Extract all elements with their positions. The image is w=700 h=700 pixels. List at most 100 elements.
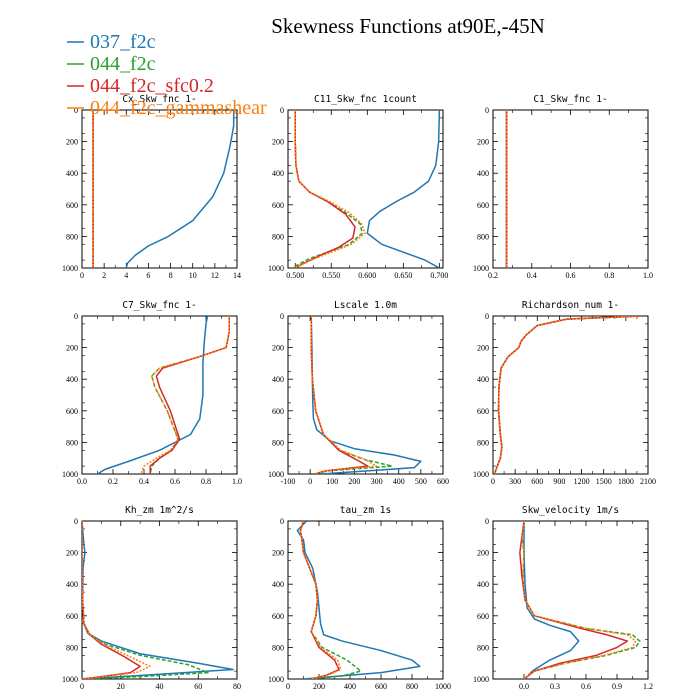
x-tick-label: 12 <box>211 271 219 280</box>
series-line-044-f2c-sfc0-2 <box>310 316 369 474</box>
y-tick-label: 600 <box>477 407 489 416</box>
x-tick-label: 0.0 <box>519 682 529 691</box>
series-group <box>293 110 441 268</box>
x-tick-label: 1500 <box>596 477 612 486</box>
x-tick-label: 0.2 <box>108 477 118 486</box>
x-tick-label: 300 <box>509 477 521 486</box>
series-line-044-f2c <box>521 521 641 679</box>
panel-title: C11_Skw_fnc 1count <box>314 94 417 105</box>
series-line-037-f2c <box>82 521 234 679</box>
series-line-044-f2c-gammashear <box>521 521 637 679</box>
x-tick-label: 1000 <box>435 682 451 691</box>
series-group <box>296 521 421 679</box>
series-line-044-f2c-sfc0-2 <box>519 521 629 679</box>
y-tick-label: 600 <box>272 201 284 210</box>
y-tick-label: 0 <box>74 106 78 115</box>
series-line-037-f2c <box>97 316 209 474</box>
y-tick-label: 400 <box>477 580 489 589</box>
series-line-044-f2c-gammashear <box>493 316 641 474</box>
y-tick-label: 400 <box>477 375 489 384</box>
y-tick-label: 0 <box>280 312 284 321</box>
x-tick-label: 0.650 <box>394 271 412 280</box>
x-tick-label: 80 <box>233 682 241 691</box>
legend-label: 037_f2c <box>90 31 156 53</box>
series-group <box>310 316 422 474</box>
y-tick-label: 200 <box>66 138 78 147</box>
y-tick-label: 200 <box>66 344 78 353</box>
x-tick-label: 300 <box>371 477 383 486</box>
series-line-044-f2c-sfc0-2 <box>294 110 356 268</box>
x-tick-label: -100 <box>281 477 296 486</box>
y-tick-label: 600 <box>272 612 284 621</box>
x-tick-label: 0 <box>491 477 495 486</box>
x-tick-label: 10 <box>189 271 197 280</box>
series-line-044-f2c <box>82 521 209 679</box>
plot-frame <box>492 109 649 269</box>
series-line-037-f2c <box>523 521 580 679</box>
x-tick-label: 800 <box>406 682 418 691</box>
y-tick-label: 600 <box>66 407 78 416</box>
series-line-044-f2c-sfc0-2 <box>149 316 230 474</box>
x-tick-label: 60 <box>194 682 202 691</box>
x-tick-label: 0 <box>286 682 290 691</box>
series-group <box>92 110 235 268</box>
y-tick-label: 600 <box>477 201 489 210</box>
x-tick-label: 0.550 <box>322 271 340 280</box>
y-tick-label: 0 <box>74 312 78 321</box>
x-tick-label: 0.2 <box>488 271 498 280</box>
x-tick-label: 20 <box>117 682 125 691</box>
panel-2: C11_Skw_fnc 1count 0 200 400 600 800 10000.500… <box>268 94 448 280</box>
series-line-044-f2c <box>493 316 641 474</box>
plot-frame <box>287 520 444 680</box>
series-group <box>493 316 641 474</box>
y-tick-label: 200 <box>477 549 489 558</box>
x-tick-label: 0.8 <box>604 271 614 280</box>
y-tick-label: 800 <box>66 232 78 241</box>
series-group <box>82 521 234 679</box>
panel-title: Lscale 1.0m <box>334 300 397 311</box>
x-tick-label: 1.0 <box>232 477 242 486</box>
x-tick-label: 1.2 <box>643 682 653 691</box>
x-tick-label: 0.6 <box>581 682 591 691</box>
y-tick-label: 1000 <box>62 264 78 273</box>
plot-frame <box>81 520 238 680</box>
series-line-044-f2c <box>310 316 393 474</box>
y-tick-label: 200 <box>272 549 284 558</box>
legend-entry-044-f2c-sfc0-2: 044_f2c_sfc0.2 <box>67 75 214 97</box>
y-tick-label: 600 <box>477 612 489 621</box>
y-tick-label: 800 <box>477 438 489 447</box>
y-tick-label: 600 <box>272 407 284 416</box>
x-tick-label: 0.3 <box>550 682 560 691</box>
series-line-044-f2c-sfc0-2 <box>493 316 641 474</box>
y-tick-label: 400 <box>66 169 78 178</box>
x-tick-label: 0.6 <box>170 477 180 486</box>
figure-title: Skewness Functions at90E,-45N <box>271 14 545 38</box>
series-line-044-f2c <box>299 521 362 679</box>
y-tick-label: 200 <box>477 344 489 353</box>
x-tick-label: 100 <box>326 477 338 486</box>
series-line-044-f2c-gammashear <box>82 521 151 679</box>
legend-entry-044-f2c: 044_f2c <box>67 53 156 75</box>
series-line-044-f2c-gammashear <box>299 521 342 679</box>
y-tick-label: 800 <box>477 643 489 652</box>
panel-title: C1_Skw_fnc 1- <box>533 94 607 105</box>
y-tick-label: 800 <box>272 232 284 241</box>
plot-frame <box>81 109 238 269</box>
panel-9: Skw_velocity 1m/s 0 200 400 600 800 1000 0.0 0.3… <box>473 505 653 691</box>
x-tick-label: 1200 <box>574 477 590 486</box>
y-tick-label: 400 <box>272 375 284 384</box>
legend: 037_f2c044_f2c044_f2c_sfc0.2044_f2c_gamm… <box>67 31 267 119</box>
y-tick-label: 400 <box>66 580 78 589</box>
y-tick-label: 200 <box>272 344 284 353</box>
y-tick-label: 1000 <box>62 675 78 684</box>
x-tick-label: 1.0 <box>643 271 653 280</box>
y-tick-label: 1000 <box>473 264 489 273</box>
y-tick-label: 400 <box>272 169 284 178</box>
x-tick-label: 0.4 <box>139 477 149 486</box>
y-tick-label: 0 <box>485 106 489 115</box>
x-tick-label: 40 <box>156 682 164 691</box>
